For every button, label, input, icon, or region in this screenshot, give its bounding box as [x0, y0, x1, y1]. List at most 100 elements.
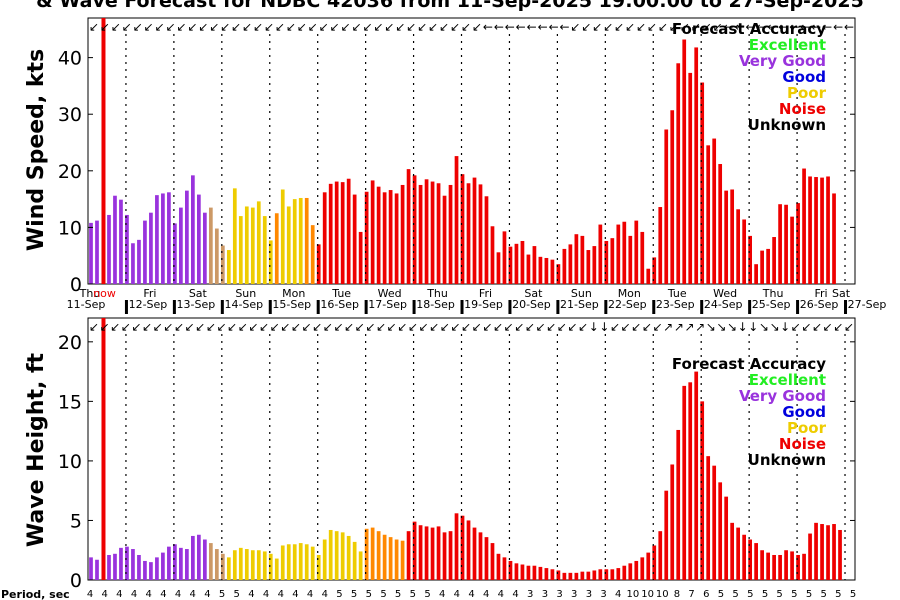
legend-item: Unknown — [748, 116, 826, 134]
data-bar — [766, 552, 770, 580]
data-bar — [526, 254, 531, 284]
data-bar — [107, 554, 111, 580]
period-value: 5 — [351, 589, 357, 600]
data-bar — [712, 138, 717, 284]
legend-title: Forecast Accuracy — [672, 20, 826, 38]
period-value: 4 — [102, 589, 108, 600]
data-bar — [520, 240, 525, 284]
data-bar — [694, 371, 699, 580]
date-label: 11-Sep — [67, 298, 106, 311]
data-bar — [352, 541, 357, 580]
period-value: 4 — [131, 589, 137, 600]
direction-arrow: ↙ — [406, 20, 416, 34]
data-bar — [316, 244, 321, 284]
direction-arrow: ↙ — [691, 20, 701, 34]
direction-arrow: ↙ — [352, 20, 362, 34]
data-bar — [370, 180, 375, 284]
date-label: 13-Sep — [177, 298, 216, 311]
day-boundary-mark — [364, 300, 368, 314]
period-value: 5 — [395, 589, 401, 600]
data-bar — [538, 566, 543, 580]
direction-arrow: ↙ — [581, 20, 591, 34]
data-bar — [346, 535, 351, 580]
direction-arrow: ← — [800, 20, 810, 34]
data-bar — [688, 72, 693, 285]
data-bar — [262, 216, 267, 284]
data-bar — [628, 235, 633, 284]
direction-arrow: ↙ — [557, 320, 567, 334]
data-bar — [652, 257, 657, 284]
data-bar — [820, 177, 824, 284]
data-bar — [442, 532, 447, 580]
direction-arrow: ↙ — [636, 20, 646, 34]
direction-arrow: ← — [778, 20, 788, 34]
data-bar — [197, 194, 201, 284]
data-bar — [370, 527, 375, 580]
direction-arrow: ↘ — [716, 320, 726, 334]
direction-arrow: ↙ — [174, 320, 184, 334]
direction-arrow: ↙ — [472, 320, 482, 334]
direction-arrow: ↙ — [302, 320, 312, 334]
data-bar — [310, 225, 315, 284]
data-bar — [286, 544, 291, 580]
direction-arrow: ↓ — [738, 320, 748, 334]
day-boundary-mark — [268, 300, 272, 314]
direction-arrow: ↘ — [727, 320, 737, 334]
data-bar — [568, 244, 573, 284]
period-value: 4 — [454, 589, 460, 600]
y-tick-label: 20 — [58, 161, 82, 183]
direction-arrow: ↙ — [397, 320, 407, 334]
data-bar — [107, 214, 111, 284]
direction-arrow: ↙ — [417, 20, 427, 34]
direction-arrow: ↙ — [514, 320, 524, 334]
direction-arrow: ↙ — [209, 20, 219, 34]
data-bar — [478, 532, 483, 580]
data-bar — [310, 546, 315, 580]
data-bar — [544, 257, 549, 284]
data-bar — [89, 222, 93, 284]
direction-arrow: ↗ — [674, 320, 684, 334]
data-bar — [448, 184, 453, 284]
direction-arrow: ↙ — [493, 320, 503, 334]
period-value: 4 — [278, 589, 284, 600]
direction-arrow: ↙ — [592, 20, 602, 34]
direction-arrow: ↙ — [220, 20, 230, 34]
date-label: 26-Sep — [800, 298, 839, 311]
data-bar — [544, 568, 549, 580]
data-bar — [508, 246, 513, 284]
data-bar — [784, 204, 788, 284]
direction-arrow: ↙ — [89, 320, 99, 334]
direction-arrow: ↙ — [217, 320, 227, 334]
y-tick-label: 30 — [58, 104, 82, 126]
data-bar — [119, 547, 123, 580]
data-bar — [304, 197, 309, 284]
data-bar — [748, 235, 752, 284]
data-bar — [724, 496, 729, 580]
data-bar — [436, 526, 441, 580]
period-value: 5 — [410, 589, 416, 600]
data-bar — [580, 235, 585, 284]
data-bar — [826, 176, 830, 284]
direction-arrow: ↙ — [176, 20, 186, 34]
direction-arrow: ↙ — [482, 320, 492, 334]
data-bar — [454, 513, 459, 580]
data-bar — [185, 549, 189, 580]
period-value: 4 — [498, 589, 504, 600]
day-of-week-label: Sun — [571, 287, 592, 300]
direction-arrow: ↙ — [100, 20, 110, 34]
legend-item: Very Good — [739, 387, 826, 405]
data-bar — [185, 190, 189, 284]
period-value: 5 — [776, 589, 782, 600]
data-bar — [214, 228, 219, 284]
data-bar — [238, 547, 243, 580]
period-value: 5 — [821, 589, 827, 600]
direction-arrow: ↙ — [461, 20, 471, 34]
direction-arrow: ↙ — [833, 320, 843, 334]
period-value: 3 — [600, 589, 606, 600]
data-bar — [802, 553, 806, 580]
period-value: 4 — [248, 589, 254, 600]
period-value: 4 — [175, 589, 181, 600]
data-bar — [418, 525, 423, 580]
wave-height-panel: ↙ ↙ ↙ ↙ ↙ ↙ ↙ ↙ ↙ ↙ ↙ ↙ ↙ ↙ ↙ ↙ ↙ ↙ ↙ ↙ ↙ ↙ ↙ ↙ ↙ ↙ ↙ ↙ ↙ ↙ ↙ ↙ ↙ ↙ ↙ ↙ ↙ ↙ ↙ ↙… — [58, 317, 856, 592]
direction-arrow: ← — [549, 20, 559, 34]
